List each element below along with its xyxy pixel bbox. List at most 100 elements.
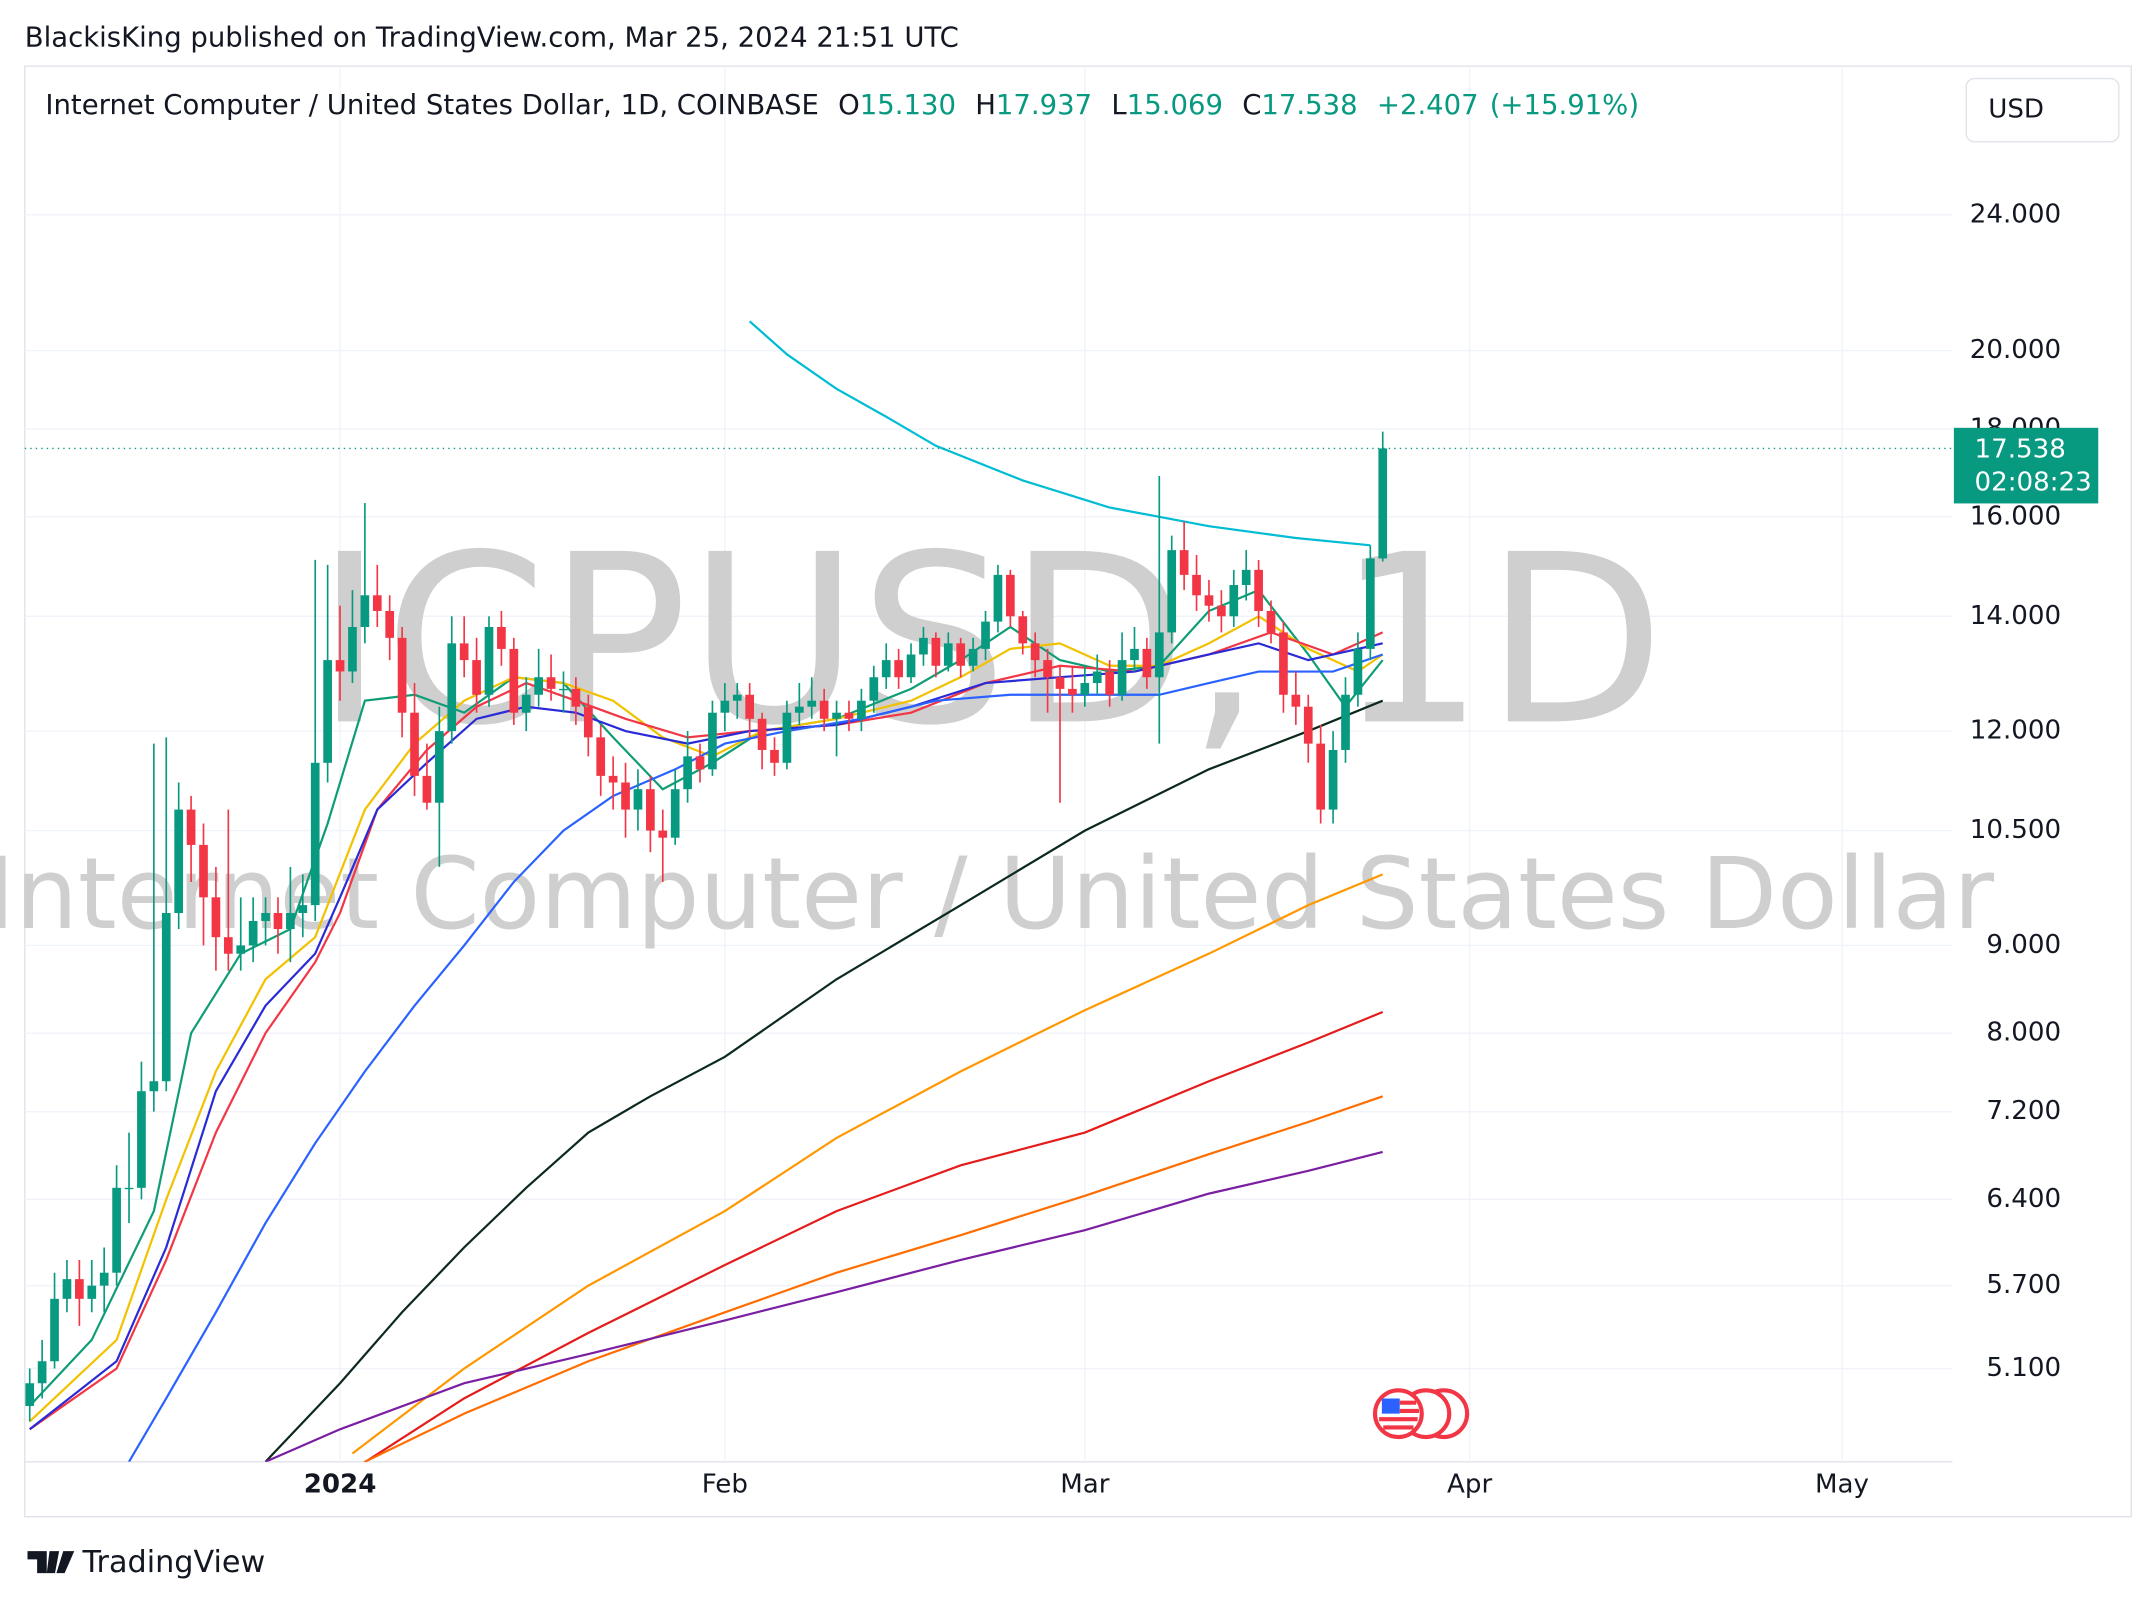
watermark-name: Internet Computer / United States Dollar [0, 837, 1994, 952]
candle-body [894, 660, 903, 678]
legend-o: 15.130 [860, 89, 956, 121]
x-tick-label: Mar [1060, 1470, 1110, 1500]
candle-body [112, 1187, 121, 1273]
frame [24, 65, 2132, 1518]
candle-body [1043, 660, 1052, 678]
legend-h: 17.937 [996, 89, 1092, 121]
price-label: 17.538 [1975, 434, 2066, 464]
candle-body [844, 712, 854, 719]
candle-body [1105, 671, 1114, 695]
currency[interactable]: USD [1988, 95, 2044, 125]
legend-l: 15.069 [1127, 89, 1223, 121]
candle-body [633, 789, 643, 810]
candle-body [658, 830, 668, 838]
candle-body [149, 1081, 159, 1092]
candle-body [770, 749, 779, 763]
candle-body [497, 626, 506, 649]
candle-body [1154, 632, 1164, 678]
legend-line: Internet Computer / United States Dollar… [45, 89, 1639, 121]
candle-body [335, 660, 345, 672]
candle-body [310, 762, 320, 906]
legend-c-label: C [1242, 89, 1261, 121]
candle-body [683, 756, 692, 790]
candle-body [1316, 743, 1326, 810]
candle-body [1303, 706, 1313, 744]
candle-body [1192, 574, 1201, 596]
candle-body [869, 677, 879, 701]
candle-body [1142, 648, 1152, 678]
x-tick-label: May [1815, 1470, 1869, 1500]
candle-body [956, 643, 966, 666]
candle-body [472, 660, 481, 695]
candle-body [422, 775, 432, 803]
candle-body [559, 688, 568, 691]
price-countdown: 02:08:23 [1975, 467, 2092, 497]
legend-l-label: L [1111, 89, 1127, 121]
candle-body [1167, 550, 1177, 633]
candle-body [37, 1361, 47, 1384]
candle-body [521, 694, 531, 713]
y-tick-label: 10.500 [1970, 815, 2061, 845]
legend-o-label: O [838, 89, 860, 121]
legend-symbol: Internet Computer / United States Dollar… [45, 89, 818, 121]
y-tick-label: 7.200 [1986, 1096, 2061, 1126]
candle-body [360, 595, 370, 627]
candle-body [286, 913, 295, 930]
candle-body [1291, 694, 1301, 707]
y-tick-label: 24.000 [1970, 199, 2061, 229]
candle-body [50, 1298, 59, 1362]
y-tick-label: 20.000 [1970, 335, 2061, 365]
candle-body [509, 648, 519, 713]
price-label-box [1953, 427, 2099, 504]
candle-body [186, 809, 196, 845]
candle-body [1378, 448, 1388, 559]
legend-change: +2.407 [1377, 89, 1479, 121]
candle-body [124, 1187, 134, 1190]
candle-body [273, 913, 283, 930]
plot [24, 320, 1953, 1462]
candle-body [1204, 595, 1214, 606]
y-tick-label: 5.100 [1986, 1353, 2061, 1383]
candle-body [484, 626, 494, 695]
candle-body [397, 637, 407, 713]
legend-h-label: H [975, 89, 996, 121]
candle-body [1092, 671, 1102, 684]
candle-body [1130, 648, 1139, 661]
candle-body [62, 1279, 72, 1299]
candle-body [447, 643, 457, 732]
candle-body [993, 574, 1003, 622]
candle-body [261, 913, 270, 921]
y-tick-label: 8.000 [1986, 1018, 2061, 1048]
candle-body [248, 920, 258, 946]
candle-body [1117, 660, 1127, 695]
candle-body [137, 1091, 146, 1188]
candle-body [1030, 643, 1040, 661]
moving-average [748, 320, 1371, 547]
candle-body [99, 1272, 109, 1286]
candle-body [695, 756, 705, 770]
candle-body [211, 897, 221, 938]
candle-body [757, 718, 767, 750]
candle-body [1179, 550, 1189, 575]
candle-body [1279, 632, 1288, 695]
y-tick-label: 16.000 [1970, 501, 2061, 531]
x-tick-label: Apr [1447, 1470, 1492, 1500]
candle-body [546, 677, 556, 689]
x-tick-label: Feb [702, 1470, 748, 1500]
candle-body [571, 688, 581, 707]
candle-body [732, 694, 742, 701]
candle-body [981, 621, 990, 649]
candle-body [236, 945, 246, 954]
candle-body [1229, 585, 1239, 617]
y-tick-label: 9.000 [1986, 930, 2061, 960]
candle-body [348, 626, 357, 672]
moving-average [264, 699, 1384, 1462]
moving-average [363, 1010, 1384, 1462]
y-tick-label: 12.000 [1970, 716, 2061, 746]
candle-body [919, 637, 928, 655]
y-tick-label: 6.400 [1986, 1184, 2061, 1214]
candle-body [596, 737, 606, 776]
candle-body [174, 809, 184, 914]
currency-button[interactable] [1965, 77, 2120, 143]
